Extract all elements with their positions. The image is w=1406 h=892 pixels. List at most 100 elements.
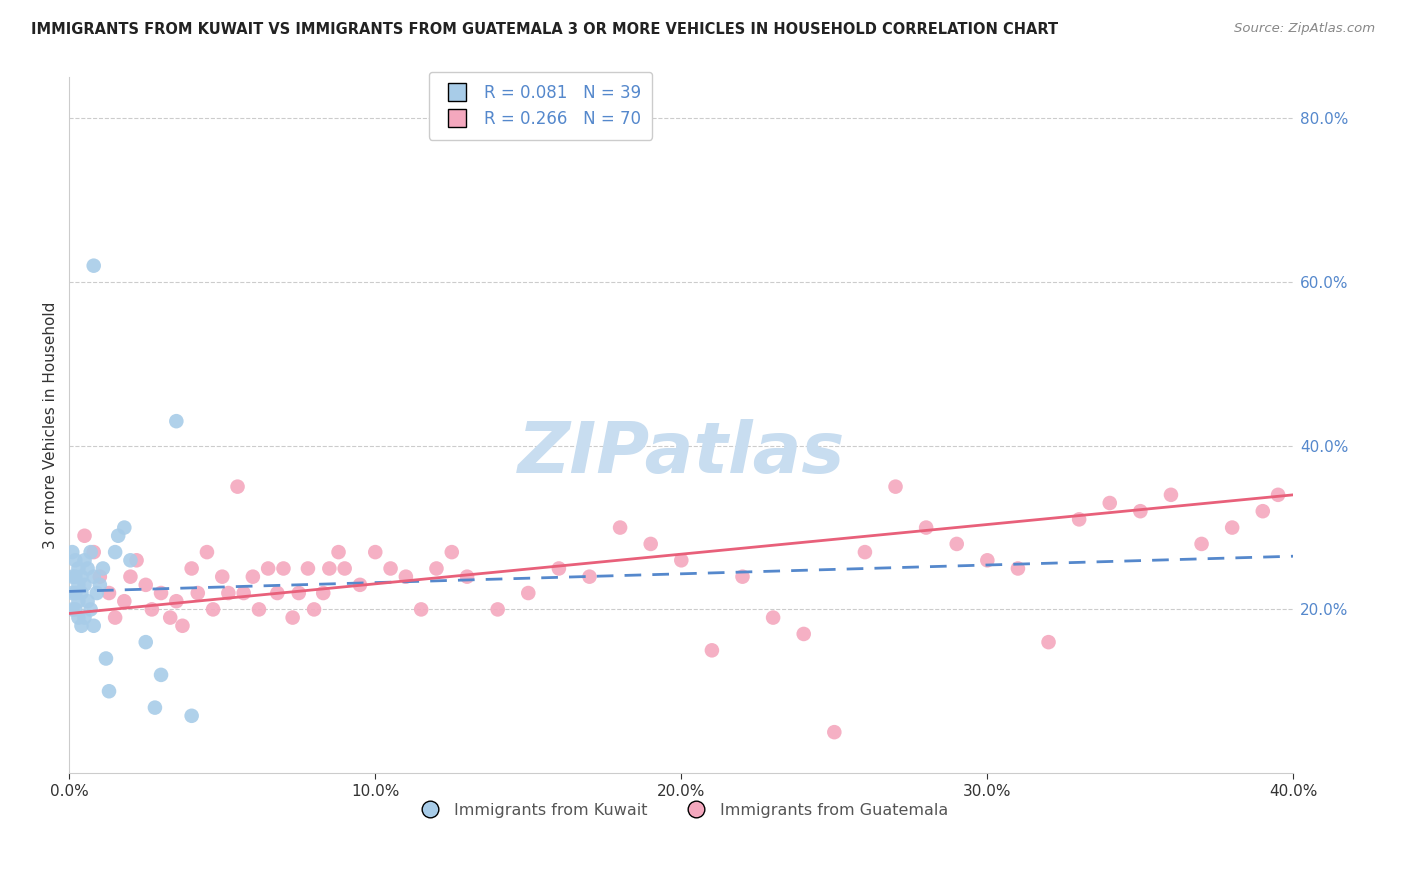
Point: [242, 569, 264, 583]
Point: [150, 586, 173, 600]
Point: [112, 520, 135, 534]
Point: [86, 586, 108, 600]
Point: [79, 602, 101, 616]
Point: [76, 561, 98, 575]
Legend: Immigrants from Kuwait, Immigrants from Guatemala: Immigrants from Kuwait, Immigrants from …: [408, 797, 955, 824]
Point: [79, 545, 101, 559]
Point: [65, 569, 87, 583]
Point: [328, 545, 350, 559]
Point: [1267, 488, 1289, 502]
Point: [364, 545, 387, 559]
Point: [70, 619, 93, 633]
Point: [70, 569, 93, 583]
Point: [83, 619, 105, 633]
Point: [67, 610, 90, 624]
Point: [143, 700, 166, 714]
Point: [1220, 520, 1243, 534]
Point: [73, 578, 96, 592]
Point: [195, 545, 218, 559]
Point: [486, 602, 509, 616]
Point: [98, 586, 121, 600]
Text: IMMIGRANTS FROM KUWAIT VS IMMIGRANTS FROM GUATEMALA 3 OR MORE VEHICLES IN HOUSEH: IMMIGRANTS FROM KUWAIT VS IMMIGRANTS FRO…: [31, 22, 1059, 37]
Point: [823, 725, 845, 739]
Point: [671, 553, 693, 567]
Point: [1191, 537, 1213, 551]
Point: [187, 586, 209, 600]
Point: [125, 553, 148, 567]
Point: [411, 602, 433, 616]
Point: [180, 708, 202, 723]
Point: [104, 610, 127, 624]
Point: [159, 610, 181, 624]
Point: [60, 545, 83, 559]
Point: [67, 594, 90, 608]
Point: [1007, 561, 1029, 575]
Point: [83, 259, 105, 273]
Point: [73, 529, 96, 543]
Point: [1129, 504, 1152, 518]
Y-axis label: 3 or more Vehicles in Household: 3 or more Vehicles in Household: [44, 301, 58, 549]
Point: [120, 569, 142, 583]
Point: [150, 668, 173, 682]
Point: [94, 651, 117, 665]
Point: [287, 586, 309, 600]
Point: [312, 586, 335, 600]
Point: [1160, 488, 1182, 502]
Point: [211, 569, 233, 583]
Point: [640, 537, 662, 551]
Point: [257, 561, 280, 575]
Point: [70, 586, 93, 600]
Point: [762, 610, 785, 624]
Point: [73, 610, 96, 624]
Point: [700, 643, 723, 657]
Point: [165, 594, 187, 608]
Text: Source: ZipAtlas.com: Source: ZipAtlas.com: [1234, 22, 1375, 36]
Point: [107, 529, 129, 543]
Point: [120, 553, 142, 567]
Point: [73, 553, 96, 567]
Point: [884, 480, 907, 494]
Point: [266, 586, 288, 600]
Point: [89, 569, 111, 583]
Point: [456, 569, 478, 583]
Text: ZIPatlas: ZIPatlas: [517, 418, 845, 488]
Point: [65, 553, 87, 567]
Point: [395, 569, 418, 583]
Point: [853, 545, 876, 559]
Point: [297, 561, 319, 575]
Point: [517, 586, 540, 600]
Point: [67, 561, 90, 575]
Point: [318, 561, 340, 575]
Point: [60, 586, 83, 600]
Point: [731, 569, 754, 583]
Point: [180, 561, 202, 575]
Point: [281, 610, 304, 624]
Point: [578, 569, 600, 583]
Point: [112, 594, 135, 608]
Point: [380, 561, 402, 575]
Point: [548, 561, 571, 575]
Point: [65, 586, 87, 600]
Point: [98, 684, 121, 698]
Point: [60, 602, 83, 616]
Point: [440, 545, 463, 559]
Point: [226, 480, 249, 494]
Point: [202, 602, 225, 616]
Point: [302, 602, 325, 616]
Point: [1251, 504, 1274, 518]
Point: [247, 602, 270, 616]
Point: [165, 414, 187, 428]
Point: [976, 553, 998, 567]
Point: [1098, 496, 1121, 510]
Point: [89, 578, 111, 592]
Point: [232, 586, 254, 600]
Point: [425, 561, 447, 575]
Point: [91, 561, 114, 575]
Point: [83, 545, 105, 559]
Point: [1069, 512, 1091, 526]
Point: [793, 627, 815, 641]
Point: [217, 586, 239, 600]
Point: [609, 520, 631, 534]
Point: [915, 520, 938, 534]
Point: [76, 594, 98, 608]
